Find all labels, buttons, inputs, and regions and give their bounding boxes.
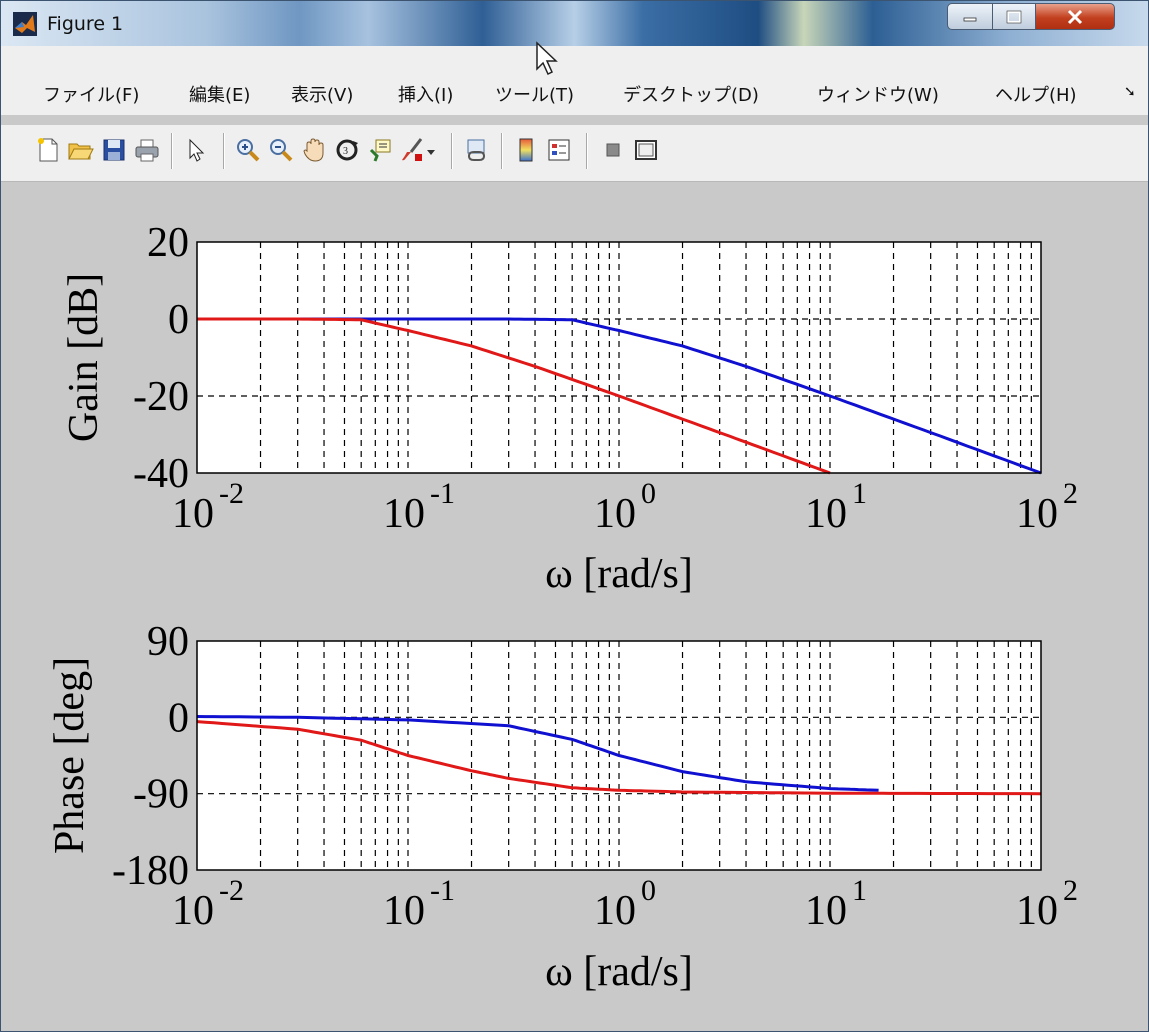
toolbar-separator	[451, 133, 453, 169]
phase-ytick-label: 90	[147, 619, 189, 665]
minimize-button[interactable]	[947, 3, 993, 30]
phase-xtick-exponent: 2	[1063, 874, 1078, 907]
gain-xtick-exponent: 0	[641, 477, 656, 510]
show-plot-tools-icon[interactable]	[631, 135, 661, 165]
phase-xtick-label: 10	[172, 888, 214, 934]
gain-xtick-exponent: 1	[852, 477, 867, 510]
phase-ytick-label: -180	[112, 848, 189, 894]
rotate-3d-icon[interactable]: 3	[332, 135, 362, 165]
svg-text:3: 3	[343, 146, 348, 157]
phase-xtick-exponent: 1	[852, 874, 867, 907]
toolbar-separator	[171, 133, 173, 169]
phase-xtick-exponent: -1	[430, 874, 455, 907]
link-plot-icon[interactable]	[462, 135, 492, 165]
menu-overflow-icon[interactable]: ➘	[1124, 84, 1136, 100]
matlab-logo-icon	[13, 12, 37, 36]
phase-xlabel: ω [rad/s]	[545, 949, 693, 995]
phase-ytick-label: 0	[168, 695, 189, 741]
gain-xtick-exponent: -2	[219, 477, 244, 510]
menu-desktop[interactable]: デスクトップ(D)	[623, 85, 759, 106]
toolbar: 3	[1, 125, 1148, 182]
gain-xtick-exponent: 2	[1063, 477, 1078, 510]
new-figure-icon[interactable]	[33, 135, 63, 165]
gain-ytick-label: 0	[168, 297, 189, 343]
brush-dropdown-icon[interactable]	[423, 135, 439, 165]
gain-xtick-label: 10	[805, 491, 847, 537]
gain-xtick-label: 10	[383, 491, 425, 537]
maximize-button[interactable]	[992, 3, 1036, 30]
phase-xtick-label: 10	[594, 888, 636, 934]
gain-axes-box	[196, 241, 1042, 474]
gain-series-blue	[297, 317, 1042, 475]
gain-xlabel: ω [rad/s]	[545, 551, 693, 597]
phase-series-blue	[196, 715, 879, 792]
window-title: Figure 1	[47, 13, 124, 35]
gain-xtick-label: 10	[594, 491, 636, 537]
open-file-icon[interactable]	[65, 135, 95, 165]
gain-ytick-label: -40	[133, 451, 189, 497]
legend-icon[interactable]	[544, 135, 574, 165]
hide-plot-tools-icon[interactable]	[598, 135, 628, 165]
save-icon[interactable]	[99, 135, 129, 165]
menu-bar: ファイル(F) 編集(E) 表示(V) 挿入(I) ツール(T) デスクトップ(…	[1, 73, 1148, 115]
title-bar[interactable]: Figure 1	[1, 1, 1148, 46]
menu-help[interactable]: ヘルプ(H)	[995, 85, 1077, 106]
gain-xtick-label: 10	[1016, 491, 1058, 537]
phase-ytick-label: -90	[133, 772, 189, 818]
toolbar-separator	[223, 133, 225, 169]
brush-icon[interactable]	[398, 135, 428, 165]
gain-ylabel: Gain [dB]	[61, 273, 107, 442]
menu-file[interactable]: ファイル(F)	[43, 85, 140, 106]
close-icon	[1067, 9, 1083, 24]
toolbar-separator	[586, 133, 588, 169]
close-button[interactable]	[1035, 3, 1115, 30]
gain-ytick-label: -20	[133, 374, 189, 420]
pan-hand-icon[interactable]	[299, 135, 329, 165]
menu-window[interactable]: ウィンドウ(W)	[817, 85, 939, 106]
phase-ylabel: Phase [deg]	[47, 657, 93, 854]
maximize-icon	[1006, 10, 1022, 23]
menu-tools[interactable]: ツール(T)	[495, 85, 575, 106]
gain-series-red	[197, 317, 831, 475]
colorbar-icon[interactable]	[511, 135, 541, 165]
pointer-icon[interactable]	[181, 135, 211, 165]
gain-xtick-exponent: -1	[430, 477, 455, 510]
phase-xtick-exponent: -2	[219, 874, 244, 907]
gain-xtick-label: 10	[172, 491, 214, 537]
phase-xtick-label: 10	[1016, 888, 1058, 934]
toolbar-separator	[501, 133, 503, 169]
mouse-cursor-icon	[536, 41, 558, 76]
phase-series-red	[196, 720, 1042, 796]
zoom-out-icon[interactable]	[266, 135, 296, 165]
phase-axes-box	[196, 640, 1042, 871]
figure-canvas[interactable]: 20 0 -20 -40 10 -2 10 -1 10 0 10 1 10 2 ω [rad/s] Gain …	[1, 182, 1148, 1031]
menu-bar-spacer	[1, 46, 1148, 73]
zoom-in-icon[interactable]	[233, 135, 263, 165]
data-cursor-icon[interactable]	[365, 135, 395, 165]
phase-xtick-label: 10	[805, 888, 847, 934]
gain-ytick-label: 20	[147, 220, 189, 266]
phase-xtick-label: 10	[383, 888, 425, 934]
menu-insert[interactable]: 挿入(I)	[398, 85, 454, 106]
minimize-icon	[963, 17, 977, 21]
menu-view[interactable]: 表示(V)	[291, 85, 354, 106]
phase-xtick-exponent: 0	[641, 874, 656, 907]
print-icon[interactable]	[132, 135, 162, 165]
menu-edit[interactable]: 編集(E)	[189, 85, 251, 106]
